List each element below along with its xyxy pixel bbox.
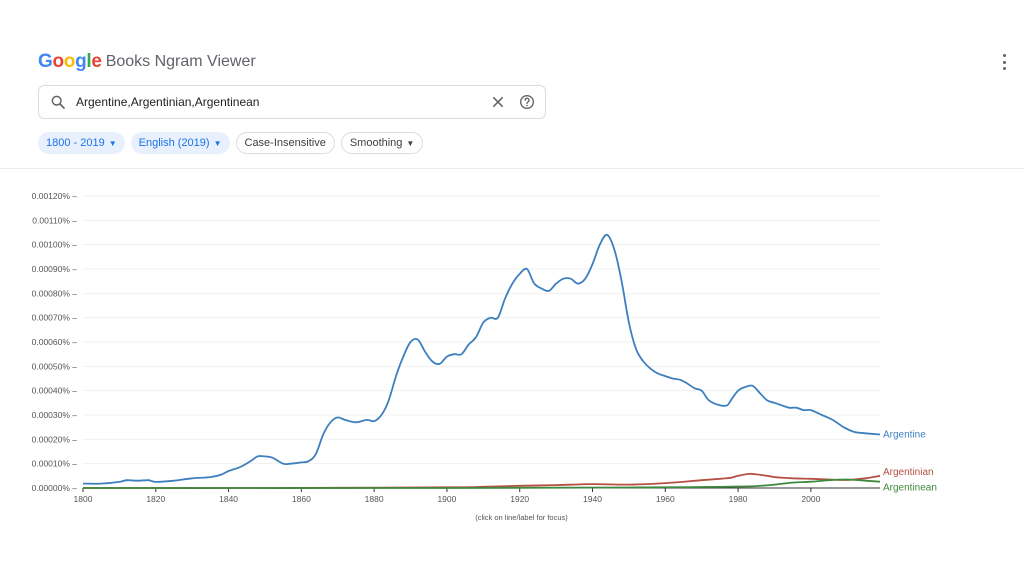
corpus-label: English (2019) [138, 137, 210, 149]
series-label-argentinian[interactable]: Argentinian [883, 467, 934, 478]
x-tick-label: 1800 [74, 494, 93, 504]
google-logo[interactable]: Google [38, 51, 102, 73]
close-icon[interactable] [491, 95, 505, 109]
x-tick-label: 1940 [583, 494, 602, 504]
x-tick-label: 1920 [510, 494, 529, 504]
y-tick-label: 0.00040% – [32, 386, 78, 396]
case-insensitive-toggle[interactable]: Case-Insensitive [235, 132, 335, 154]
series-line-argentinian[interactable] [82, 472, 881, 489]
case-insensitive-label: Case-Insensitive [244, 137, 326, 149]
help-icon[interactable] [519, 94, 535, 110]
header-divider [0, 168, 1024, 169]
search-input[interactable] [76, 95, 491, 109]
y-tick-label: 0.00010% – [32, 459, 78, 469]
corpus-dropdown[interactable]: English (2019) ▼ [130, 132, 230, 154]
chevron-down-icon: ▼ [108, 138, 117, 148]
x-tick-label: 1880 [365, 494, 384, 504]
x-tick-label: 1960 [656, 494, 675, 504]
app-header: Google Books Ngram Viewer [38, 50, 256, 74]
y-tick-label: 0.00060% – [32, 337, 78, 347]
logo-letter: o [63, 51, 76, 72]
x-tick-label: 1980 [729, 494, 748, 504]
search-icon [51, 95, 65, 109]
y-tick-label: 0.00090% – [32, 264, 78, 274]
filter-bar: 1800 - 2019 ▼ English (2019) ▼ Case-Inse… [38, 132, 424, 154]
app-title: Books Ngram Viewer [105, 53, 256, 70]
x-tick-label: 1900 [437, 494, 456, 504]
logo-letter: g [75, 51, 87, 72]
y-tick-label: 0.00080% – [32, 288, 78, 298]
x-tick-label: 1840 [219, 494, 238, 504]
y-tick-label: 0.00110% – [32, 215, 77, 225]
y-tick-label: 0.00070% – [32, 313, 78, 323]
chevron-down-icon: ▼ [406, 138, 415, 148]
series-label-argentine[interactable]: Argentine [883, 429, 926, 440]
year-range-label: 1800 - 2019 [46, 137, 105, 149]
logo-letter: G [38, 51, 53, 72]
y-tick-label: 0.00000% – [32, 483, 78, 493]
ngram-chart: 0.00000% – 0.00010% – 0.00020% – 0.00030% –… [32, 191, 937, 522]
logo-letter: l [86, 51, 92, 72]
y-tick-label: 0.00120% – [32, 191, 78, 201]
smoothing-dropdown[interactable]: Smoothing ▼ [340, 132, 424, 154]
logo-letter: e [91, 51, 102, 72]
year-range-dropdown[interactable]: 1800 - 2019 ▼ [38, 132, 125, 154]
search-box [38, 85, 546, 119]
x-tick-label: 1860 [292, 494, 311, 504]
chart-footer-note: (click on line/label for focus) [475, 513, 568, 522]
y-tick-label: 0.00020% – [32, 434, 78, 444]
y-tick-label: 0.00100% – [32, 240, 78, 250]
series-line-argentine[interactable] [82, 233, 881, 485]
series-label-argentinean[interactable]: Argentinean [883, 483, 937, 494]
y-tick-label: 0.00050% – [32, 361, 78, 371]
more-vert-icon[interactable] [1000, 54, 1008, 70]
smoothing-label: Smoothing [349, 137, 403, 149]
chevron-down-icon: ▼ [213, 138, 222, 148]
logo-letter: o [52, 51, 64, 72]
series-line-argentinean[interactable] [82, 478, 881, 489]
x-tick-label: 1820 [146, 494, 165, 504]
y-tick-label: 0.00030% – [32, 410, 78, 420]
x-tick-label: 2000 [801, 494, 820, 504]
